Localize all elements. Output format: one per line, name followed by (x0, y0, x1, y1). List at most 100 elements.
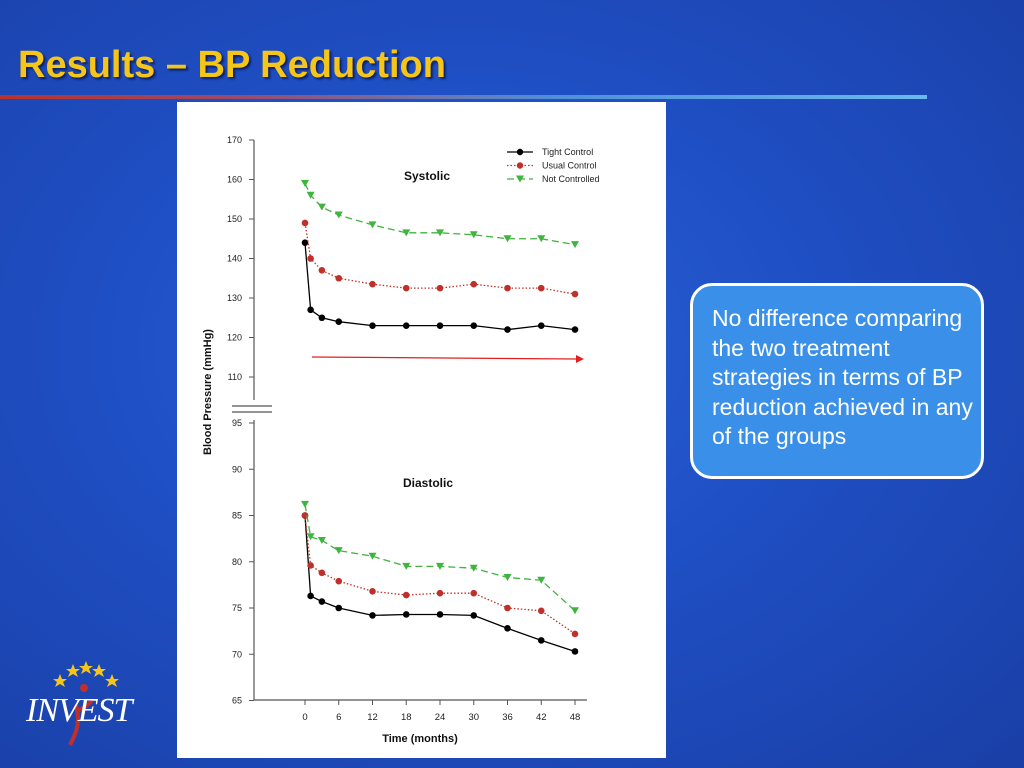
red-arrow-line (311, 356, 578, 360)
systolic-point (318, 314, 326, 322)
x-tick-label: 12 (367, 712, 378, 723)
diastolic-point (318, 569, 326, 577)
systolic-point (436, 284, 444, 292)
legend-label: Not Controlled (542, 174, 600, 184)
systolic-point (301, 239, 309, 246)
diastolic-point (436, 611, 444, 618)
systolic-point (317, 203, 326, 211)
diastolic-point (436, 589, 444, 597)
systolic-point (301, 219, 309, 227)
systolic-point (368, 221, 377, 229)
diastolic-point (402, 591, 410, 599)
y-tick-label: 85 (232, 511, 242, 521)
y-tick-label: 95 (232, 418, 242, 428)
systolic-point (306, 191, 315, 199)
diastolic-point (318, 598, 326, 605)
systolic-point (369, 280, 376, 288)
x-tick-label: 18 (401, 712, 412, 723)
y-tick-label: 65 (232, 696, 242, 706)
systolic-point (504, 284, 511, 292)
x-tick-label: 48 (570, 712, 581, 723)
systolic-point (571, 290, 579, 298)
systolic-title: Systolic (404, 169, 450, 183)
legend-marker (516, 148, 524, 156)
systolic-point (537, 235, 546, 243)
bp-line-chart: 110 120 130 140 150 160 170 65 70 75 80 85 90 95 0 6 12 1… (202, 135, 600, 745)
systolic-point (436, 322, 444, 329)
y-tick-label: 160 (227, 175, 242, 185)
conclusion-callout: No difference comparing the two treatmen… (690, 283, 984, 479)
diastolic-point (334, 547, 343, 555)
diastolic-line-0 (304, 515, 576, 653)
systolic-point (537, 284, 545, 292)
diastolic-point (571, 648, 579, 655)
systolic-point (402, 284, 410, 292)
diastolic-point (402, 562, 411, 570)
systolic-point (369, 322, 376, 329)
bp-chart-panel: 110 120 130 140 150 160 170 65 70 75 80 85 90 95 0 6 12 1… (177, 102, 666, 758)
y-tick-label: 80 (232, 557, 242, 567)
diastolic-point (368, 552, 377, 560)
systolic-point (470, 280, 478, 288)
legend-label: Tight Control (542, 147, 593, 157)
logo-text: INVEST (26, 692, 132, 729)
systolic-point (402, 322, 410, 329)
diastolic-point (306, 533, 315, 541)
y-tick-label: 140 (227, 254, 242, 264)
x-tick-label: 30 (468, 712, 479, 723)
diastolic-point (504, 604, 511, 612)
systolic-point (301, 179, 309, 187)
diastolic-point (537, 607, 545, 615)
legend-marker (516, 175, 524, 183)
x-tick-label: 42 (536, 712, 547, 723)
x-tick-label: 6 (336, 712, 341, 723)
red-arrow-head (576, 355, 584, 363)
systolic-point (469, 231, 478, 239)
invest-stars-icon (53, 661, 119, 746)
systolic-point (402, 229, 411, 237)
diastolic-point (301, 500, 309, 508)
diastolic-point (317, 536, 326, 544)
diastolic-point (369, 588, 376, 595)
diastolic-point (470, 612, 478, 619)
diastolic-point (436, 562, 444, 570)
title-underline (0, 95, 927, 99)
systolic-point (307, 306, 314, 314)
y-tick-label: 75 (232, 603, 242, 613)
systolic-point (334, 211, 343, 219)
slide-title: Results – BP Reduction (18, 44, 446, 86)
diastolic-point (537, 576, 546, 584)
diastolic-point (571, 607, 579, 615)
systolic-point (335, 274, 343, 282)
diastolic-point (470, 589, 478, 597)
systolic-point (335, 318, 343, 325)
diastolic-point (307, 562, 314, 569)
systolic-point (504, 326, 511, 333)
systolic-point (537, 322, 545, 329)
systolic-point (318, 267, 326, 274)
y-tick-label: 150 (227, 214, 242, 224)
y-tick-label: 170 (227, 135, 242, 145)
diastolic-point (307, 592, 314, 600)
diastolic-point (504, 625, 511, 632)
y-tick-label: 120 (227, 333, 242, 343)
legend-marker (516, 162, 524, 169)
diastolic-point (537, 637, 545, 644)
systolic-point (307, 255, 314, 262)
diastolic-point (402, 611, 410, 618)
x-tick-label: 36 (502, 712, 513, 723)
y-tick-label: 130 (227, 293, 242, 303)
diastolic-point (335, 577, 343, 585)
systolic-point (503, 235, 512, 243)
systolic-point (436, 229, 444, 237)
y-tick-label: 70 (232, 649, 242, 659)
systolic-line-1 (304, 222, 576, 295)
systolic-point (470, 322, 478, 329)
systolic-line-2 (304, 183, 576, 246)
diastolic-point (369, 612, 376, 619)
diastolic-point (503, 573, 512, 581)
diastolic-point (571, 630, 579, 638)
diastolic-point (469, 564, 478, 572)
y-tick-label: 90 (232, 464, 242, 474)
systolic-point (571, 326, 579, 333)
